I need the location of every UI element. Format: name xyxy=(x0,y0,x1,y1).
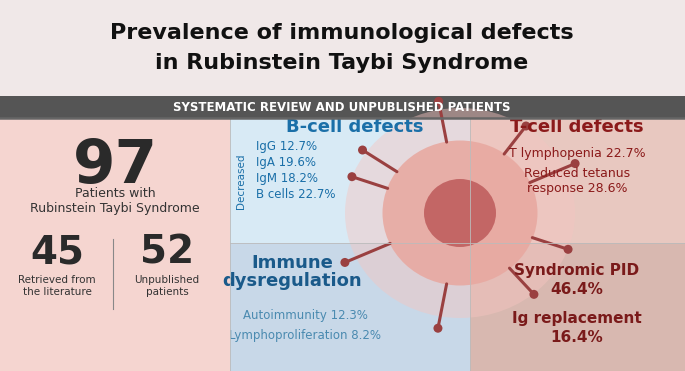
FancyBboxPatch shape xyxy=(0,118,230,371)
Text: IgG 12.7%: IgG 12.7% xyxy=(256,139,317,152)
Text: response 28.6%: response 28.6% xyxy=(527,181,627,194)
Text: IgA 19.6%: IgA 19.6% xyxy=(256,155,316,168)
Ellipse shape xyxy=(424,179,496,247)
FancyBboxPatch shape xyxy=(470,243,685,371)
Circle shape xyxy=(435,101,444,109)
Circle shape xyxy=(571,159,580,168)
Text: B-cell defects: B-cell defects xyxy=(286,118,424,136)
Circle shape xyxy=(344,256,353,265)
Text: Syndromic PID: Syndromic PID xyxy=(514,263,640,279)
Text: 97: 97 xyxy=(73,137,158,196)
Text: Reduced tetanus: Reduced tetanus xyxy=(524,167,630,180)
Text: Ig replacement: Ig replacement xyxy=(512,312,642,326)
Text: Autoimmunity 12.3%: Autoimmunity 12.3% xyxy=(242,309,367,322)
FancyBboxPatch shape xyxy=(0,96,685,118)
Text: Patients with
Rubinstein Taybi Syndrome: Patients with Rubinstein Taybi Syndrome xyxy=(30,187,200,215)
Text: Retrieved from
the literature: Retrieved from the literature xyxy=(18,275,96,297)
Text: Decreased: Decreased xyxy=(236,153,246,209)
Text: IgM 18.2%: IgM 18.2% xyxy=(256,171,318,184)
Text: T lymphopenia 22.7%: T lymphopenia 22.7% xyxy=(509,147,645,160)
Text: dysregulation: dysregulation xyxy=(222,272,362,290)
Text: Lymphoproliferation 8.2%: Lymphoproliferation 8.2% xyxy=(229,328,381,341)
Text: in Rubinstein Taybi Syndrome: in Rubinstein Taybi Syndrome xyxy=(155,53,529,73)
Circle shape xyxy=(571,247,580,256)
Text: SYSTEMATIC REVIEW AND UNPUBLISHED PATIENTS: SYSTEMATIC REVIEW AND UNPUBLISHED PATIEN… xyxy=(173,101,511,114)
Ellipse shape xyxy=(382,141,538,286)
Circle shape xyxy=(336,168,345,177)
Text: 45: 45 xyxy=(30,234,84,272)
Text: Prevalence of immunological defects: Prevalence of immunological defects xyxy=(110,23,574,43)
Text: Unpublished
patients: Unpublished patients xyxy=(134,275,199,297)
FancyBboxPatch shape xyxy=(230,118,470,243)
Text: 16.4%: 16.4% xyxy=(551,329,603,345)
Text: Immune: Immune xyxy=(251,254,333,272)
FancyBboxPatch shape xyxy=(230,243,470,371)
Circle shape xyxy=(532,293,541,302)
Text: 46.4%: 46.4% xyxy=(551,282,603,296)
Circle shape xyxy=(434,320,443,329)
Circle shape xyxy=(521,122,530,131)
FancyBboxPatch shape xyxy=(0,0,685,111)
Text: 52: 52 xyxy=(140,234,194,272)
FancyBboxPatch shape xyxy=(470,118,685,243)
Ellipse shape xyxy=(345,108,575,318)
Text: B cells 22.7%: B cells 22.7% xyxy=(256,187,336,200)
Text: T-cell defects: T-cell defects xyxy=(510,118,644,136)
Circle shape xyxy=(351,141,360,150)
